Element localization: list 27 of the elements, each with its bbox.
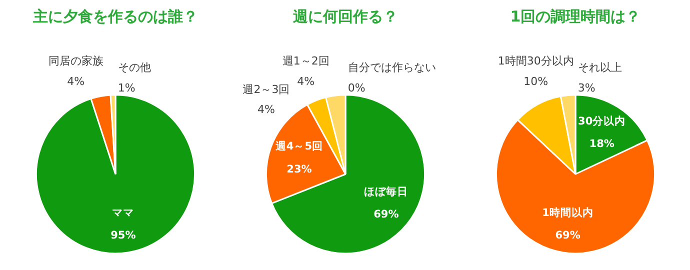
data-label: 69% bbox=[374, 208, 400, 220]
data-label: 18% bbox=[589, 138, 615, 150]
data-label: 23% bbox=[286, 163, 312, 176]
slice-label: 1時間以内 bbox=[542, 206, 594, 220]
chart-title: 週に何回作る？ bbox=[292, 8, 398, 26]
data-label: 4% bbox=[297, 74, 315, 88]
chart-title: 主に夕食を作るのは誰？ bbox=[32, 8, 198, 26]
data-label: 4% bbox=[257, 103, 275, 116]
slice-label: ママ bbox=[112, 207, 134, 220]
chart-title: 1回の調理時間は？ bbox=[510, 8, 641, 26]
slice-label: その他 bbox=[118, 61, 151, 74]
slice-label: 同居の家族 bbox=[48, 54, 104, 68]
slice-label: 週1～2回 bbox=[282, 54, 330, 68]
slice-label: それ以上 bbox=[578, 61, 622, 74]
text: 0% bbox=[348, 81, 366, 94]
category-label: 自分では作らない bbox=[348, 61, 436, 74]
slice-label: 週2～3回 bbox=[242, 82, 290, 96]
slice-label: ほぼ毎日 bbox=[364, 184, 408, 198]
data-label: 4% bbox=[67, 74, 85, 88]
data-label: 3% bbox=[578, 81, 596, 94]
data-label: 10% bbox=[524, 74, 548, 88]
slice-label: 1時間30分以内 bbox=[498, 54, 574, 68]
slice-label: 30分以内 bbox=[578, 114, 626, 128]
data-label: 1% bbox=[118, 81, 136, 94]
data-label: 69% bbox=[555, 230, 581, 242]
data-label: 95% bbox=[110, 230, 136, 242]
slice-label: 週4～5回 bbox=[274, 140, 324, 153]
